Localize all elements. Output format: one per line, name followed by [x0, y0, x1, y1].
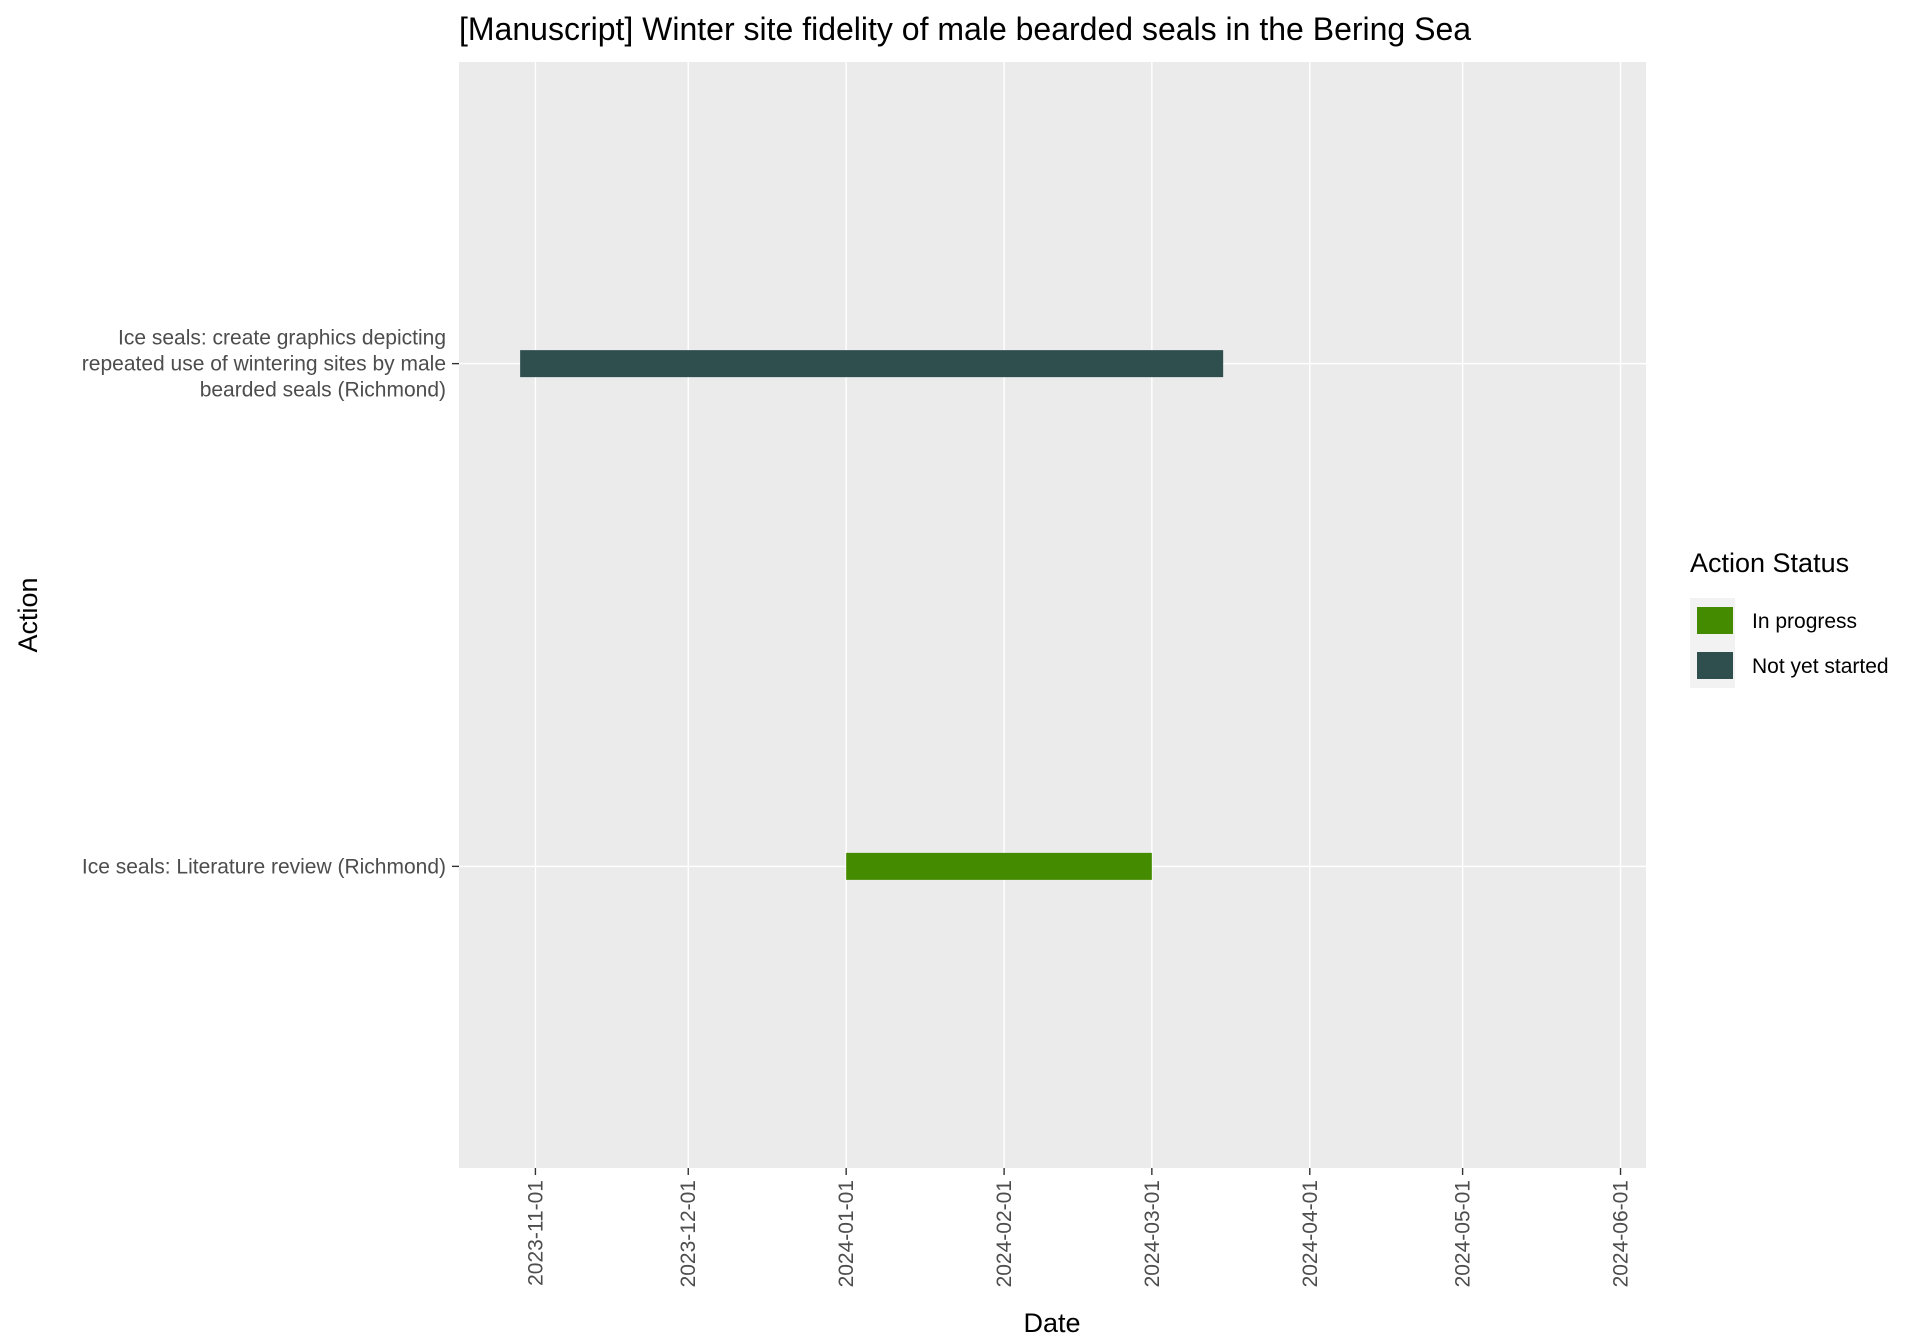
x-tick-label: 2023-12-01: [677, 1180, 700, 1287]
legend-title: Action Status: [1690, 548, 1849, 578]
plot-panel: [459, 62, 1646, 1168]
legend-label: In progress: [1752, 610, 1857, 633]
x-axis: 2023-11-01 2023-12-01 2024-01-01 2024-02-01…: [524, 1168, 1633, 1287]
legend-swatch: [1697, 652, 1733, 679]
x-tick-label: 2024-03-01: [1141, 1180, 1164, 1287]
y-axis-title: Action: [13, 577, 43, 652]
y-tick-label: Ice seals: create graphics depicting: [118, 327, 446, 350]
task-bars: [520, 350, 1224, 880]
task-bar: [520, 350, 1224, 378]
legend-swatch: [1697, 607, 1733, 634]
y-tick-label: repeated use of wintering sites by male: [82, 353, 446, 376]
x-tick-label: 2024-01-01: [835, 1180, 858, 1287]
y-tick-label: Ice seals: Literature review (Richmond): [82, 855, 446, 878]
x-axis-title: Date: [1023, 1308, 1080, 1338]
y-axis: Ice seals: create graphics depicting repe…: [82, 327, 459, 878]
x-tick-label: 2024-06-01: [1610, 1180, 1633, 1287]
x-tick-label: 2023-11-01: [524, 1180, 547, 1286]
task-bar: [846, 852, 1152, 880]
x-tick-label: 2024-05-01: [1452, 1180, 1475, 1287]
legend-label: Not yet started: [1752, 655, 1889, 678]
x-tick-label: 2024-04-01: [1299, 1180, 1322, 1287]
x-tick-label: 2024-02-01: [993, 1180, 1016, 1287]
y-tick-label: bearded seals (Richmond): [200, 379, 446, 402]
chart-title: [Manuscript] Winter site fidelity of mal…: [459, 11, 1471, 47]
legend: Action Status In progress Not yet started: [1690, 548, 1889, 688]
